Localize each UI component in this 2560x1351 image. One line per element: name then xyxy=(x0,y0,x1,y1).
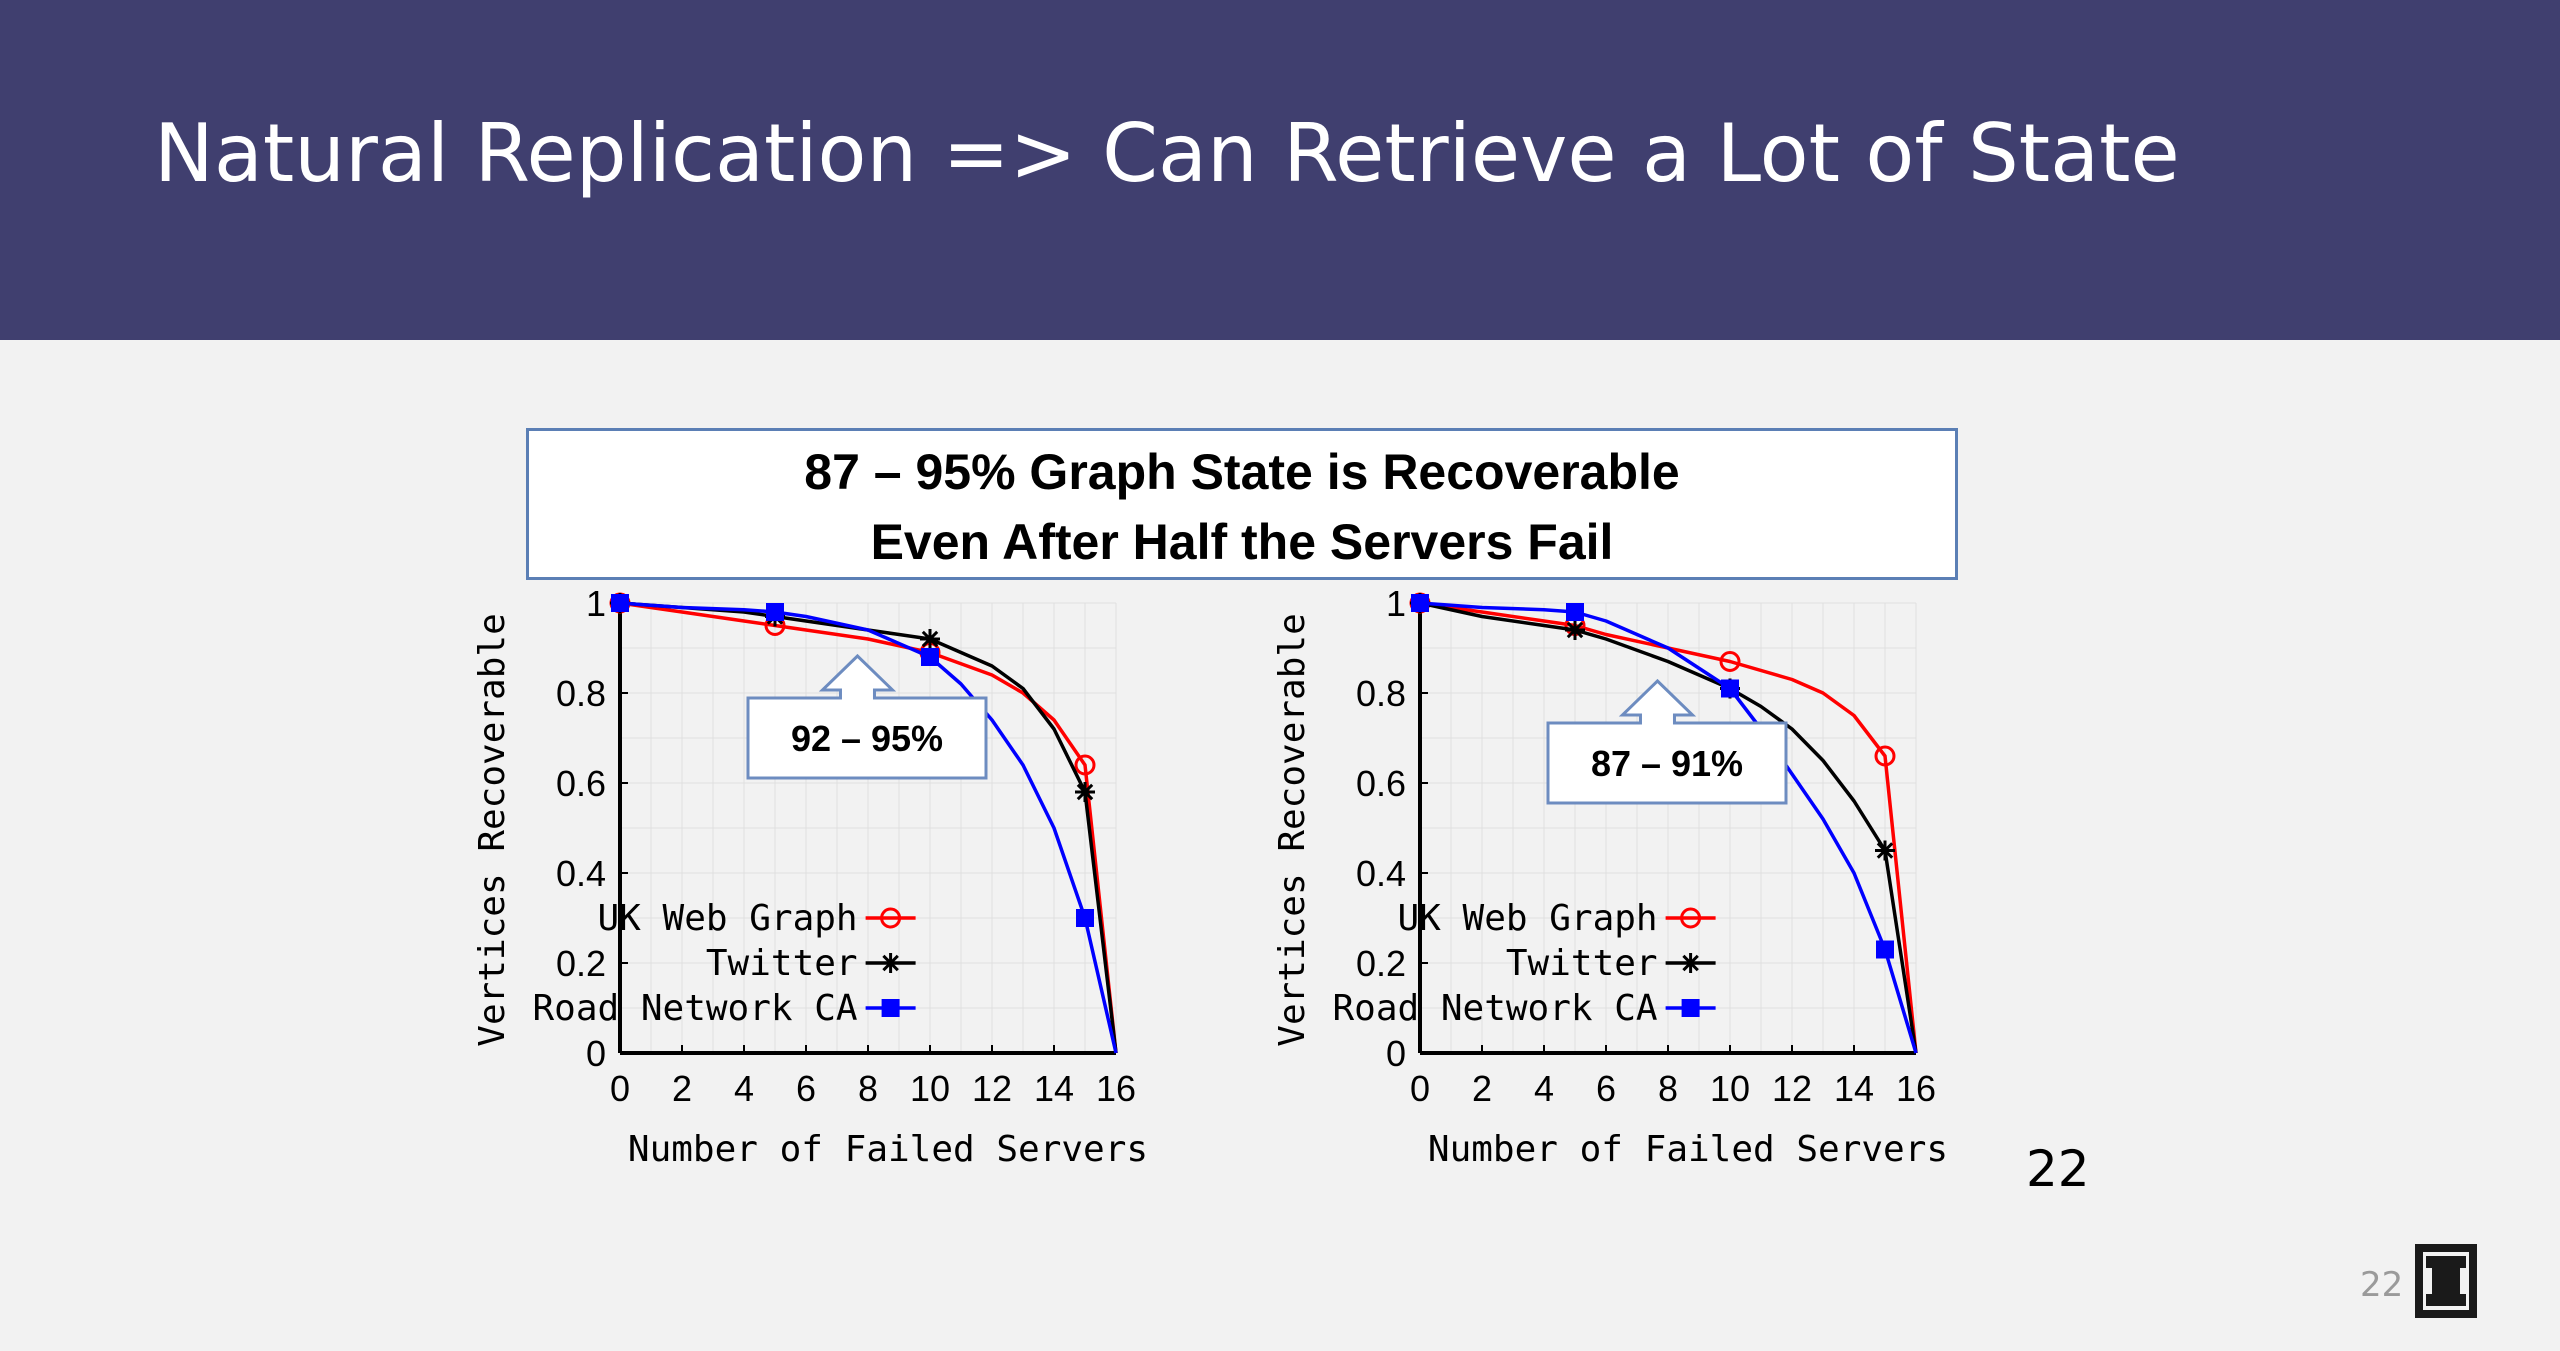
data-point xyxy=(766,603,784,621)
x-tick-label: 14 xyxy=(1834,1068,1874,1109)
callout-line-1: 87 – 95% Graph State is Recoverable xyxy=(804,444,1680,500)
logo-letter-shape xyxy=(2426,1256,2466,1306)
data-point xyxy=(1874,745,1896,767)
legend-entry-label: Road Network CA xyxy=(532,988,857,1029)
y-tick-label: 0 xyxy=(1386,1033,1406,1074)
y-tick-label: 0 xyxy=(586,1033,606,1074)
data-point xyxy=(1876,940,1894,959)
annotation-label: 92 – 95% xyxy=(791,718,943,759)
slide-page-number: 22 xyxy=(2026,1140,2090,1198)
legend-entry-label: Twitter xyxy=(706,943,858,984)
y-tick-label: 0.6 xyxy=(1356,763,1406,804)
legend-entry-label: UK Web Graph xyxy=(1398,898,1658,939)
x-tick-label: 4 xyxy=(1534,1068,1554,1109)
data-point xyxy=(1074,754,1096,776)
x-tick-label: 4 xyxy=(734,1068,754,1109)
x-tick-label: 8 xyxy=(858,1068,878,1109)
x-tick-label: 14 xyxy=(1034,1068,1074,1109)
chart-left: 0 2 4 6 8 10 12 14 16 0 0.2 0.4 0.6 0.8 1 Number of Fai… xyxy=(472,583,1148,1170)
series-line xyxy=(619,601,1118,1054)
data-point xyxy=(1566,603,1584,621)
data-point xyxy=(1076,909,1094,927)
data-point xyxy=(1875,840,1895,861)
x-tick-label: 6 xyxy=(796,1068,816,1109)
chart-right: 0 2 4 6 8 10 12 14 16 0 0.2 0.4 0.6 0.8 1 Number of Fai… xyxy=(1272,583,1948,1170)
legend-swatch-marker xyxy=(881,999,900,1017)
y-tick-label: 0.2 xyxy=(556,943,606,984)
slide-header: Natural Replication => Can Retrieve a Lo… xyxy=(0,0,2560,340)
x-tick-label: 0 xyxy=(1410,1068,1430,1109)
data-point xyxy=(1721,679,1739,698)
x-axis-label: Number of Failed Servers xyxy=(1428,1129,1948,1170)
x-axis-label: Number of Failed Servers xyxy=(628,1129,1148,1170)
data-point xyxy=(1411,594,1429,612)
illinois-block-i-icon xyxy=(2415,1244,2477,1318)
slide-title: Natural Replication => Can Retrieve a Lo… xyxy=(154,107,2180,200)
y-tick-label: 1 xyxy=(586,583,606,624)
x-tick-label: 2 xyxy=(672,1068,692,1109)
y-tick-label: 0.4 xyxy=(1356,853,1406,894)
y-tick-label: 0.2 xyxy=(1356,943,1406,984)
y-axis-label: Vertices Recoverable xyxy=(1272,613,1313,1046)
legend-swatch-marker xyxy=(1680,953,1701,973)
legend-entry-label: Twitter xyxy=(1506,943,1658,984)
x-tick-label: 16 xyxy=(1896,1068,1936,1109)
y-tick-label: 1 xyxy=(1386,583,1406,624)
data-point xyxy=(921,648,939,666)
annotation-callout xyxy=(746,653,988,780)
legend-swatch-marker xyxy=(880,907,902,929)
y-axis-label: Vertices Recoverable xyxy=(472,613,513,1046)
data-point xyxy=(920,629,940,649)
x-tick-label: 10 xyxy=(910,1068,950,1109)
y-tick-label: 0.6 xyxy=(556,763,606,804)
x-tick-label: 12 xyxy=(972,1068,1012,1109)
x-tick-label: 8 xyxy=(1658,1068,1678,1109)
annotation-callout xyxy=(1546,678,1788,805)
y-tick-label: 0.4 xyxy=(556,853,606,894)
data-point xyxy=(1565,620,1585,640)
x-tick-label: 0 xyxy=(610,1068,630,1109)
x-tick-label: 6 xyxy=(1596,1068,1616,1109)
footer-page-number: 22 xyxy=(2360,1265,2404,1305)
data-point xyxy=(1719,651,1741,672)
data-point xyxy=(1075,782,1095,802)
x-tick-label: 16 xyxy=(1096,1068,1136,1109)
series-line xyxy=(1419,601,1918,1054)
x-tick-label: 10 xyxy=(1710,1068,1750,1109)
summary-callout: 87 – 95% Graph State is Recoverable Even… xyxy=(526,428,1958,580)
data-point xyxy=(611,594,629,612)
annotation-label: 87 – 91% xyxy=(1591,743,1743,784)
legend-entry-label: Road Network CA xyxy=(1332,988,1657,1029)
grid xyxy=(1419,602,1917,1054)
y-tick-label: 0.8 xyxy=(556,673,606,714)
logo-background xyxy=(2423,1252,2469,1310)
x-tick-label: 2 xyxy=(1472,1068,1492,1109)
legend-swatch-marker xyxy=(1680,907,1702,929)
x-tick-label: 12 xyxy=(1772,1068,1812,1109)
legend-entry-label: UK Web Graph xyxy=(598,898,858,939)
callout-line-2: Even After Half the Servers Fail xyxy=(870,514,1614,570)
legend-swatch-marker xyxy=(880,953,901,973)
legend-swatch-marker xyxy=(1681,999,1700,1017)
y-tick-label: 0.8 xyxy=(1356,673,1406,714)
